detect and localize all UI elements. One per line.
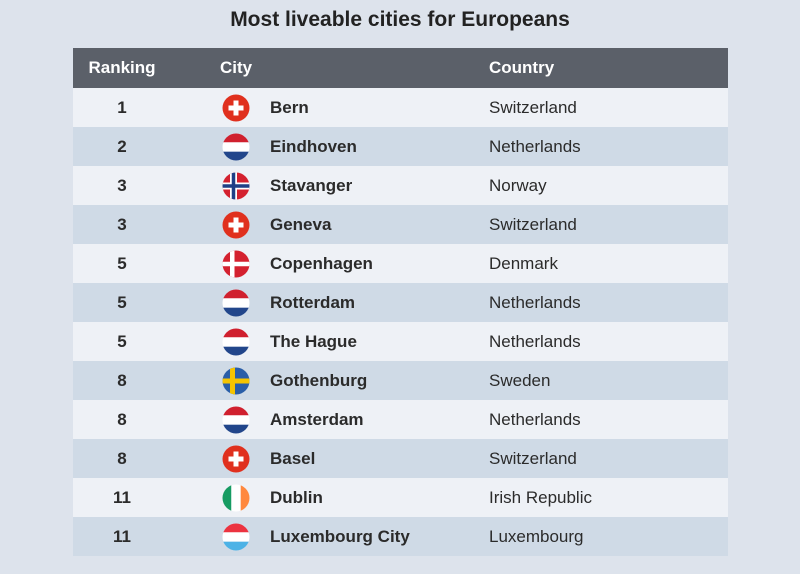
country-cell: Sweden bbox=[489, 371, 551, 390]
header-cell: Country bbox=[489, 58, 555, 77]
flag bbox=[222, 289, 250, 317]
country-cell: Netherlands bbox=[489, 137, 581, 156]
ranking-cell: 3 bbox=[117, 176, 127, 195]
city-cell: Amsterdam bbox=[270, 410, 364, 429]
table-row: 5 Rotterdam Netherlands bbox=[73, 283, 728, 322]
city-cell: Gothenburg bbox=[270, 371, 368, 390]
city-cell: Copenhagen bbox=[270, 254, 373, 273]
flag bbox=[222, 172, 250, 200]
city-cell: Rotterdam bbox=[270, 293, 356, 312]
table: Ranking City Country 1 Bern Switzerland 2 Ei… bbox=[73, 48, 728, 556]
ranking-cell: 11 bbox=[113, 527, 131, 546]
header-cell: Ranking bbox=[88, 58, 156, 77]
ranking-cell: 11 bbox=[113, 488, 131, 507]
country-cell: Netherlands bbox=[489, 293, 581, 312]
flag-icon bbox=[222, 289, 250, 322]
table-row: 11 Dublin Irish Republic bbox=[73, 478, 728, 517]
flag-icon bbox=[222, 328, 250, 361]
country-cell: Switzerland bbox=[489, 449, 577, 468]
country-cell: Switzerland bbox=[489, 215, 577, 234]
flag-icon bbox=[222, 250, 250, 283]
ranking-cell: 2 bbox=[117, 137, 127, 156]
city-cell: Bern bbox=[270, 98, 309, 117]
ranking-cell: 8 bbox=[117, 371, 127, 390]
flag bbox=[222, 445, 250, 473]
flag-icon bbox=[222, 367, 250, 400]
table-row: 5 Copenhagen Denmark bbox=[73, 244, 728, 283]
flag bbox=[222, 250, 250, 278]
city-cell: Stavanger bbox=[270, 176, 353, 195]
header-cell: City bbox=[220, 58, 253, 77]
city-cell: Basel bbox=[270, 449, 316, 468]
flag bbox=[222, 94, 250, 122]
ranking-cell: 5 bbox=[117, 293, 127, 312]
city-cell: Geneva bbox=[270, 215, 332, 234]
ranking-cell: 1 bbox=[117, 98, 127, 117]
table-row: 2 Eindhoven Netherlands bbox=[73, 127, 728, 166]
city-cell: Eindhoven bbox=[270, 137, 357, 156]
country-cell: Netherlands bbox=[489, 410, 581, 429]
country-cell: Netherlands bbox=[489, 332, 581, 351]
city-cell: The Hague bbox=[270, 332, 357, 351]
flag-icon bbox=[222, 406, 250, 439]
ranking-cell: 3 bbox=[117, 215, 127, 234]
ranking-cell: 5 bbox=[117, 254, 127, 273]
flag-icon bbox=[222, 484, 250, 517]
flag-icon bbox=[222, 211, 250, 244]
ranking-cell: 8 bbox=[117, 410, 127, 429]
table-row: 5 The Hague Netherlands bbox=[73, 322, 728, 361]
flag-icon bbox=[222, 172, 250, 205]
table-row: 8 Amsterdam Netherlands bbox=[73, 400, 728, 439]
flag bbox=[222, 328, 250, 356]
table-row: 3 Geneva Switzerland bbox=[73, 205, 728, 244]
city-cell: Luxembourg City bbox=[270, 527, 410, 546]
table-row: 3 Stavanger Norway bbox=[73, 166, 728, 205]
flag-icon bbox=[222, 445, 250, 478]
country-cell: Denmark bbox=[489, 254, 558, 273]
country-cell: Irish Republic bbox=[489, 488, 592, 507]
flag bbox=[222, 211, 250, 239]
city-cell: Dublin bbox=[270, 488, 323, 507]
flag bbox=[222, 133, 250, 161]
flag bbox=[222, 406, 250, 434]
country-cell: Luxembourg bbox=[489, 527, 584, 546]
ranking-cell: 8 bbox=[117, 449, 127, 468]
flag bbox=[222, 523, 250, 551]
flag bbox=[222, 484, 250, 512]
country-cell: Norway bbox=[489, 176, 547, 195]
flag bbox=[222, 367, 250, 395]
table-body: 1 Bern Switzerland 2 Eindhoven Netherlands 3 St… bbox=[73, 88, 728, 556]
flag-icon bbox=[222, 133, 250, 166]
country-cell: Switzerland bbox=[489, 98, 577, 117]
title: Most liveable cities for Europeans bbox=[230, 8, 570, 31]
table-row: 8 Basel Switzerland bbox=[73, 439, 728, 478]
table-row: 8 Gothenburg Sweden bbox=[73, 361, 728, 400]
table-header: Ranking City Country bbox=[73, 48, 728, 88]
flag-icon bbox=[222, 94, 250, 127]
table-row: 11 Luxembourg City Luxembourg bbox=[73, 517, 728, 556]
ranking-cell: 5 bbox=[117, 332, 127, 351]
flag-icon bbox=[222, 523, 250, 556]
table-row: 1 Bern Switzerland bbox=[73, 88, 728, 127]
